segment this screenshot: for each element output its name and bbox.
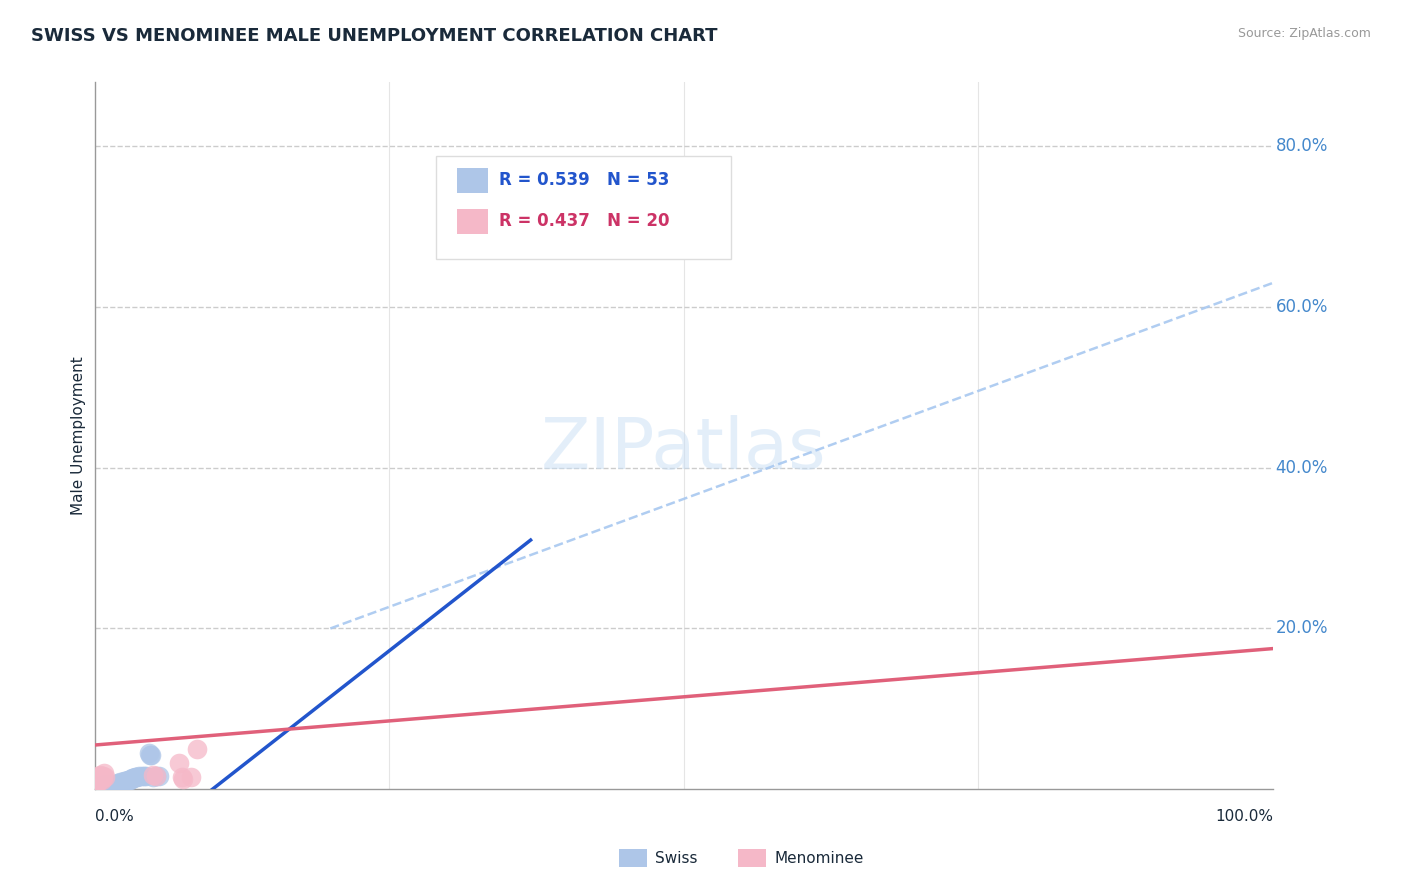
Point — [117, 773, 139, 788]
Point — [135, 769, 157, 783]
Point — [89, 768, 111, 782]
Point — [89, 769, 111, 783]
Point — [145, 769, 167, 783]
Point — [93, 766, 115, 780]
Point — [96, 780, 118, 794]
Point — [101, 778, 124, 792]
Point — [108, 776, 131, 790]
Point — [125, 770, 148, 784]
Text: R = 0.539   N = 53: R = 0.539 N = 53 — [499, 171, 669, 189]
Point — [112, 774, 135, 789]
Point — [86, 780, 108, 795]
Point — [89, 772, 111, 787]
Point — [120, 772, 142, 786]
Text: 60.0%: 60.0% — [1275, 298, 1327, 316]
Point — [100, 778, 122, 792]
Point — [114, 774, 136, 789]
Text: 80.0%: 80.0% — [1275, 137, 1327, 155]
Point — [104, 778, 127, 792]
Point — [107, 777, 129, 791]
Point — [89, 770, 111, 784]
Point — [86, 776, 108, 790]
Point — [122, 771, 145, 785]
Text: ZIPatlas: ZIPatlas — [541, 415, 827, 484]
Point — [87, 782, 110, 797]
Point — [139, 748, 162, 763]
Text: 100.0%: 100.0% — [1215, 809, 1272, 824]
Point — [148, 768, 170, 782]
Point — [83, 782, 105, 797]
Point — [110, 775, 132, 789]
Point — [115, 774, 138, 789]
Text: Swiss: Swiss — [655, 851, 697, 865]
Point — [170, 770, 193, 784]
Point — [87, 774, 110, 789]
Text: Source: ZipAtlas.com: Source: ZipAtlas.com — [1237, 27, 1371, 40]
Point — [98, 778, 121, 792]
Point — [103, 778, 125, 792]
Text: 0.0%: 0.0% — [94, 809, 134, 824]
Point — [125, 770, 148, 784]
Point — [90, 773, 112, 788]
Point — [91, 778, 114, 792]
Point — [169, 756, 191, 770]
Point — [139, 748, 162, 763]
Point — [93, 780, 115, 794]
Point — [96, 780, 118, 794]
Point — [91, 771, 114, 785]
Point — [110, 776, 132, 790]
Point — [145, 768, 167, 782]
Text: SWISS VS MENOMINEE MALE UNEMPLOYMENT CORRELATION CHART: SWISS VS MENOMINEE MALE UNEMPLOYMENT COR… — [31, 27, 717, 45]
Point — [90, 780, 112, 794]
Point — [90, 780, 112, 795]
Point — [111, 776, 134, 790]
Point — [89, 780, 111, 795]
Point — [105, 776, 128, 790]
Point — [131, 769, 153, 783]
Y-axis label: Male Unemployment: Male Unemployment — [72, 356, 86, 515]
Point — [142, 768, 165, 782]
Point — [186, 742, 208, 756]
Point — [96, 778, 118, 792]
Text: R = 0.437   N = 20: R = 0.437 N = 20 — [499, 212, 669, 230]
Point — [111, 775, 134, 789]
Point — [138, 746, 160, 760]
Text: 40.0%: 40.0% — [1275, 458, 1327, 476]
Point — [91, 768, 114, 782]
Point — [118, 772, 141, 787]
Point — [89, 780, 111, 795]
Point — [83, 778, 105, 792]
Point — [128, 769, 150, 783]
Point — [180, 770, 202, 784]
Point — [132, 769, 155, 783]
Point — [89, 780, 111, 794]
Point — [121, 771, 143, 785]
Text: Menominee: Menominee — [775, 851, 865, 865]
Text: 20.0%: 20.0% — [1275, 619, 1327, 638]
Point — [172, 772, 194, 786]
Point — [142, 770, 165, 784]
Point — [107, 776, 129, 790]
Point — [94, 780, 117, 794]
Point — [118, 772, 141, 787]
Point — [91, 780, 114, 795]
Point — [124, 770, 146, 784]
Point — [104, 777, 127, 791]
Point — [89, 780, 111, 794]
Point — [97, 779, 120, 793]
Point — [87, 772, 110, 786]
Point — [94, 770, 117, 784]
